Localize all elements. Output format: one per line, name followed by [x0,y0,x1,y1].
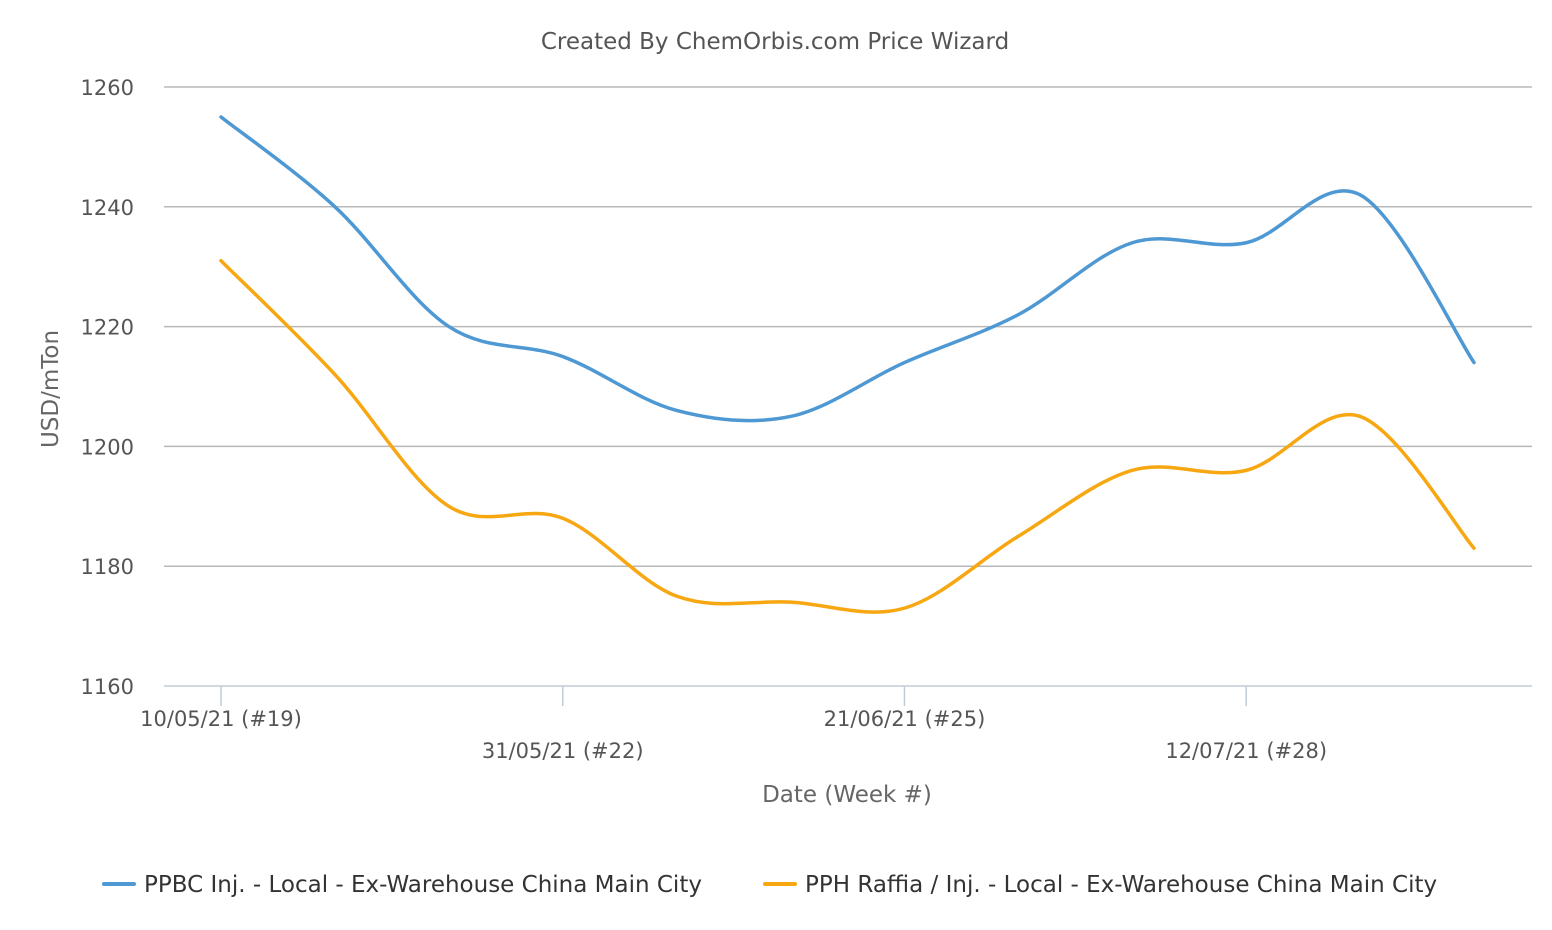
chart-title: Created By ChemOrbis.com Price Wizard [541,29,1009,55]
y-axis-title: USD/mTon [38,330,64,448]
y-tick-label: 1220 [81,316,134,340]
y-tick-label: 1240 [81,196,134,220]
legend: PPBC Inj. - Local - Ex-Warehouse China M… [102,872,1437,898]
y-tick-label: 1200 [81,435,134,459]
series-lines [219,115,1476,614]
x-axis-ticks: 10/05/21 (#19) 31/05/21 (#22) 21/06/21 (#2… [140,686,1327,763]
legend-label-2[interactable]: PPH Raffia / Inj. - Local - Ex-Warehouse… [805,872,1437,898]
x-tick-label: 21/06/21 (#25) [824,707,986,731]
x-tick-label: 12/07/21 (#28) [1165,739,1327,763]
y-tick-label: 1180 [81,555,134,579]
x-axis-title: Date (Week #) [762,782,932,808]
legend-label-1[interactable]: PPBC Inj. - Local - Ex-Warehouse China M… [144,872,702,898]
y-axis-ticks: 1160 1180 1200 1220 1240 1260 [81,76,134,699]
y-tick-label: 1160 [81,675,134,699]
y-tick-label: 1260 [81,76,134,100]
series-line-1 [219,115,1476,423]
x-tick-label: 10/05/21 (#19) [140,707,302,731]
grid-lines [164,86,1532,567]
x-tick-label: 31/05/21 (#22) [482,739,644,763]
series-line-2 [219,258,1476,614]
